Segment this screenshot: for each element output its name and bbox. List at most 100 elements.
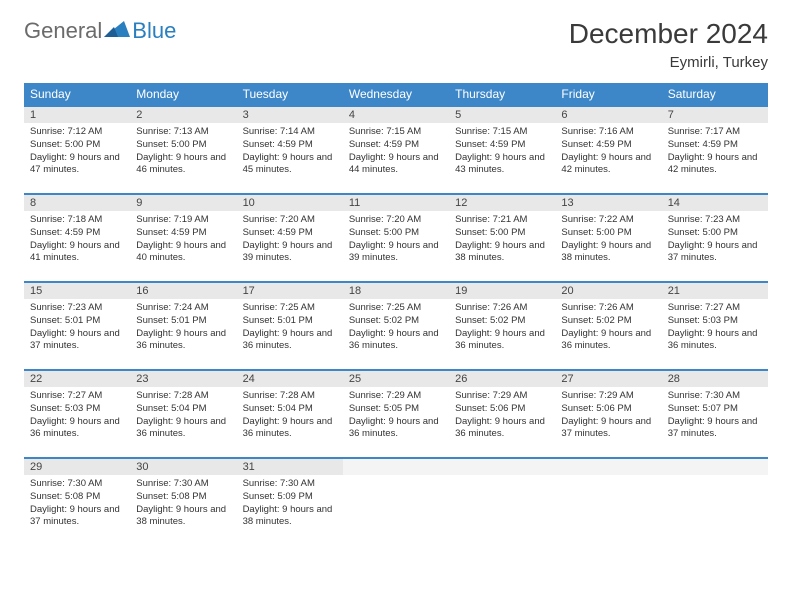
day-number: 12 (449, 195, 555, 211)
day-details: Sunrise: 7:28 AMSunset: 5:04 PMDaylight:… (130, 387, 236, 447)
calendar-cell: 25Sunrise: 7:29 AMSunset: 5:05 PMDayligh… (343, 370, 449, 458)
day-details: Sunrise: 7:16 AMSunset: 4:59 PMDaylight:… (555, 123, 661, 183)
day-number: 26 (449, 371, 555, 387)
calendar-cell: 17Sunrise: 7:25 AMSunset: 5:01 PMDayligh… (237, 282, 343, 370)
day-details: Sunrise: 7:23 AMSunset: 5:00 PMDaylight:… (662, 211, 768, 271)
calendar-week: 8Sunrise: 7:18 AMSunset: 4:59 PMDaylight… (24, 194, 768, 282)
day-details: Sunrise: 7:15 AMSunset: 4:59 PMDaylight:… (343, 123, 449, 183)
calendar-cell: 10Sunrise: 7:20 AMSunset: 4:59 PMDayligh… (237, 194, 343, 282)
location: Eymirli, Turkey (569, 54, 768, 71)
day-number: 18 (343, 283, 449, 299)
calendar-cell (449, 458, 555, 546)
calendar-cell: 7Sunrise: 7:17 AMSunset: 4:59 PMDaylight… (662, 106, 768, 194)
calendar-cell: 1Sunrise: 7:12 AMSunset: 5:00 PMDaylight… (24, 106, 130, 194)
calendar-cell: 5Sunrise: 7:15 AMSunset: 4:59 PMDaylight… (449, 106, 555, 194)
day-number: 27 (555, 371, 661, 387)
title-block: December 2024 Eymirli, Turkey (569, 18, 768, 71)
day-number: 29 (24, 459, 130, 475)
day-number: 7 (662, 107, 768, 123)
day-number: 11 (343, 195, 449, 211)
calendar-cell: 3Sunrise: 7:14 AMSunset: 4:59 PMDaylight… (237, 106, 343, 194)
month-title: December 2024 (569, 18, 768, 50)
calendar-cell: 14Sunrise: 7:23 AMSunset: 5:00 PMDayligh… (662, 194, 768, 282)
day-number-empty (343, 459, 449, 475)
calendar-week: 1Sunrise: 7:12 AMSunset: 5:00 PMDaylight… (24, 106, 768, 194)
day-details: Sunrise: 7:20 AMSunset: 4:59 PMDaylight:… (237, 211, 343, 271)
day-number: 6 (555, 107, 661, 123)
day-details: Sunrise: 7:28 AMSunset: 5:04 PMDaylight:… (237, 387, 343, 447)
weekday-header: Sunday (24, 83, 130, 106)
day-number: 4 (343, 107, 449, 123)
weekday-header: Friday (555, 83, 661, 106)
calendar-cell: 8Sunrise: 7:18 AMSunset: 4:59 PMDaylight… (24, 194, 130, 282)
day-number: 15 (24, 283, 130, 299)
weekday-header: Thursday (449, 83, 555, 106)
day-details: Sunrise: 7:25 AMSunset: 5:02 PMDaylight:… (343, 299, 449, 359)
day-details: Sunrise: 7:13 AMSunset: 5:00 PMDaylight:… (130, 123, 236, 183)
calendar-cell: 12Sunrise: 7:21 AMSunset: 5:00 PMDayligh… (449, 194, 555, 282)
logo-text-general: General (24, 18, 102, 44)
calendar-cell: 20Sunrise: 7:26 AMSunset: 5:02 PMDayligh… (555, 282, 661, 370)
calendar-cell: 4Sunrise: 7:15 AMSunset: 4:59 PMDaylight… (343, 106, 449, 194)
day-details: Sunrise: 7:29 AMSunset: 5:06 PMDaylight:… (449, 387, 555, 447)
logo: General Blue (24, 18, 176, 44)
day-number: 23 (130, 371, 236, 387)
calendar-cell: 26Sunrise: 7:29 AMSunset: 5:06 PMDayligh… (449, 370, 555, 458)
day-details: Sunrise: 7:25 AMSunset: 5:01 PMDaylight:… (237, 299, 343, 359)
day-details: Sunrise: 7:29 AMSunset: 5:05 PMDaylight:… (343, 387, 449, 447)
day-details: Sunrise: 7:27 AMSunset: 5:03 PMDaylight:… (662, 299, 768, 359)
day-details: Sunrise: 7:20 AMSunset: 5:00 PMDaylight:… (343, 211, 449, 271)
day-number: 22 (24, 371, 130, 387)
calendar-cell: 24Sunrise: 7:28 AMSunset: 5:04 PMDayligh… (237, 370, 343, 458)
day-details: Sunrise: 7:23 AMSunset: 5:01 PMDaylight:… (24, 299, 130, 359)
calendar-week: 29Sunrise: 7:30 AMSunset: 5:08 PMDayligh… (24, 458, 768, 546)
calendar-cell: 6Sunrise: 7:16 AMSunset: 4:59 PMDaylight… (555, 106, 661, 194)
day-details: Sunrise: 7:27 AMSunset: 5:03 PMDaylight:… (24, 387, 130, 447)
day-details: Sunrise: 7:15 AMSunset: 4:59 PMDaylight:… (449, 123, 555, 183)
calendar-cell: 18Sunrise: 7:25 AMSunset: 5:02 PMDayligh… (343, 282, 449, 370)
calendar-cell: 22Sunrise: 7:27 AMSunset: 5:03 PMDayligh… (24, 370, 130, 458)
day-details: Sunrise: 7:30 AMSunset: 5:07 PMDaylight:… (662, 387, 768, 447)
calendar-cell: 19Sunrise: 7:26 AMSunset: 5:02 PMDayligh… (449, 282, 555, 370)
calendar-table: Sunday Monday Tuesday Wednesday Thursday… (24, 83, 768, 546)
day-number: 5 (449, 107, 555, 123)
day-number: 30 (130, 459, 236, 475)
day-details: Sunrise: 7:17 AMSunset: 4:59 PMDaylight:… (662, 123, 768, 183)
logo-triangle-icon (104, 19, 130, 44)
day-details: Sunrise: 7:30 AMSunset: 5:08 PMDaylight:… (24, 475, 130, 535)
header: General Blue December 2024 Eymirli, Turk… (24, 18, 768, 71)
day-number: 3 (237, 107, 343, 123)
day-number: 19 (449, 283, 555, 299)
calendar-cell: 27Sunrise: 7:29 AMSunset: 5:06 PMDayligh… (555, 370, 661, 458)
calendar-cell: 16Sunrise: 7:24 AMSunset: 5:01 PMDayligh… (130, 282, 236, 370)
calendar-cell: 21Sunrise: 7:27 AMSunset: 5:03 PMDayligh… (662, 282, 768, 370)
day-number: 17 (237, 283, 343, 299)
day-number: 20 (555, 283, 661, 299)
day-number: 2 (130, 107, 236, 123)
weekday-header: Wednesday (343, 83, 449, 106)
day-details: Sunrise: 7:24 AMSunset: 5:01 PMDaylight:… (130, 299, 236, 359)
day-number: 21 (662, 283, 768, 299)
day-number-empty (449, 459, 555, 475)
day-number: 1 (24, 107, 130, 123)
day-number: 10 (237, 195, 343, 211)
day-details: Sunrise: 7:14 AMSunset: 4:59 PMDaylight:… (237, 123, 343, 183)
day-number: 28 (662, 371, 768, 387)
day-details: Sunrise: 7:22 AMSunset: 5:00 PMDaylight:… (555, 211, 661, 271)
calendar-cell: 30Sunrise: 7:30 AMSunset: 5:08 PMDayligh… (130, 458, 236, 546)
calendar-cell: 2Sunrise: 7:13 AMSunset: 5:00 PMDaylight… (130, 106, 236, 194)
calendar-cell: 11Sunrise: 7:20 AMSunset: 5:00 PMDayligh… (343, 194, 449, 282)
day-details: Sunrise: 7:18 AMSunset: 4:59 PMDaylight:… (24, 211, 130, 271)
calendar-cell: 15Sunrise: 7:23 AMSunset: 5:01 PMDayligh… (24, 282, 130, 370)
day-number: 25 (343, 371, 449, 387)
weekday-row: Sunday Monday Tuesday Wednesday Thursday… (24, 83, 768, 106)
calendar-cell: 31Sunrise: 7:30 AMSunset: 5:09 PMDayligh… (237, 458, 343, 546)
calendar-week: 22Sunrise: 7:27 AMSunset: 5:03 PMDayligh… (24, 370, 768, 458)
calendar-cell: 13Sunrise: 7:22 AMSunset: 5:00 PMDayligh… (555, 194, 661, 282)
day-details: Sunrise: 7:30 AMSunset: 5:09 PMDaylight:… (237, 475, 343, 535)
day-number: 9 (130, 195, 236, 211)
day-details: Sunrise: 7:19 AMSunset: 4:59 PMDaylight:… (130, 211, 236, 271)
logo-text-blue: Blue (132, 18, 176, 44)
day-details: Sunrise: 7:30 AMSunset: 5:08 PMDaylight:… (130, 475, 236, 535)
day-details: Sunrise: 7:29 AMSunset: 5:06 PMDaylight:… (555, 387, 661, 447)
